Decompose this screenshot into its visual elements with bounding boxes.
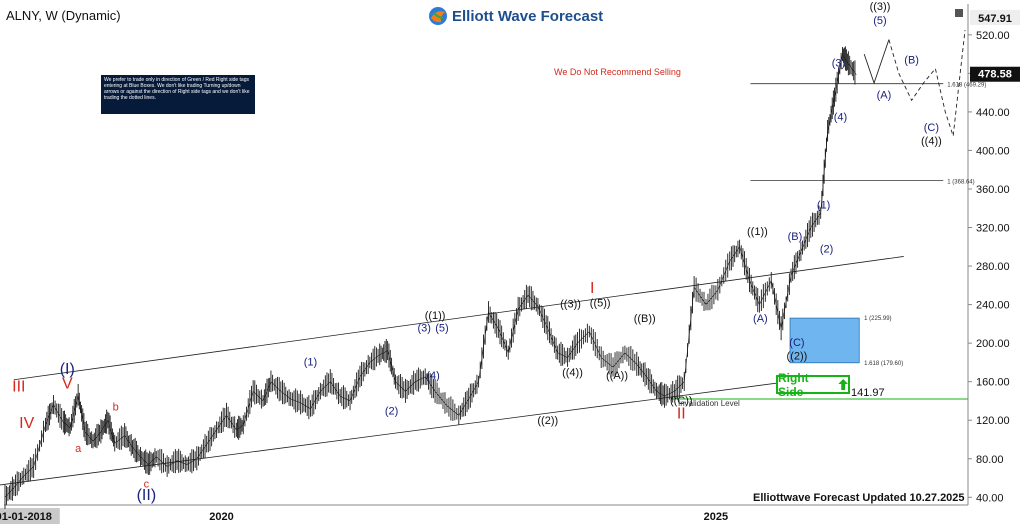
wave-label: a	[75, 443, 82, 455]
wave-label: ((4))	[562, 367, 583, 379]
right-side-label: Right Side	[778, 370, 809, 399]
wave-label: (5)	[873, 15, 886, 27]
high-price-label: 547.91	[978, 13, 1012, 25]
brand-text: Elliott Wave Forecast	[452, 7, 604, 25]
y-tick-label: 280.00	[976, 261, 1010, 273]
y-tick-label: 40.00	[976, 492, 1004, 504]
y-tick-label: 120.00	[976, 415, 1010, 427]
wave-label: (C)	[924, 122, 939, 134]
wave-label: ((3))	[870, 1, 891, 13]
wave-label: ((1))	[425, 310, 446, 322]
wave-label: (2)	[385, 405, 398, 417]
channel-upper-line	[13, 256, 904, 381]
wave-label: (I)	[60, 361, 75, 378]
wave-label: ((3))	[560, 298, 581, 310]
brand-globe-icon	[429, 7, 447, 25]
channel-lower-line	[0, 376, 825, 486]
last-price-tag	[970, 66, 1020, 82]
right-side-tag: Right Side	[776, 371, 850, 399]
wave-label: (5)	[435, 323, 448, 335]
brand-logo: Elliott Wave Forecast	[428, 6, 603, 26]
wave-label: c	[144, 479, 150, 491]
projection-path-dashed	[888, 29, 966, 137]
wave-label: (A)	[877, 89, 892, 101]
y-tick-label: 160.00	[976, 377, 1010, 389]
last-price-label: 478.58	[978, 69, 1012, 81]
window-button-icon[interactable]	[955, 9, 963, 17]
up-arrow-icon	[838, 379, 848, 390]
wave-label: ((B))	[634, 313, 656, 325]
y-tick-label: 400.00	[976, 145, 1010, 157]
wave-label: ((2))	[787, 351, 808, 363]
blue-box-bottom-label: 1.618 (179.60)	[864, 361, 903, 367]
not-recommend-label: We Do Not Recommend Selling	[554, 67, 681, 77]
blue-box-top-label: 1 (225.99)	[864, 316, 891, 322]
y-tick-label: 360.00	[976, 184, 1010, 196]
wave-label: (3)	[417, 323, 430, 335]
wave-label: (2)	[820, 244, 833, 256]
wave-label: ((5))	[590, 298, 611, 310]
wave-label: b	[113, 402, 119, 414]
wave-label: (4)	[834, 112, 847, 124]
ticker-title: ALNY, W (Dynamic)	[6, 8, 121, 23]
invalidation-value: 141.97	[851, 387, 885, 399]
wave-label: ((4))	[921, 136, 942, 148]
wave-label: V	[62, 375, 73, 392]
x-tick-label: 2020	[209, 511, 233, 523]
invalidation-label: Invalidation Level	[678, 399, 740, 408]
fib-label: 1.618 (469.29)	[947, 83, 986, 89]
blue-box	[789, 317, 860, 364]
wave-label: III	[12, 378, 25, 395]
wave-label: (B)	[788, 231, 803, 243]
y-tick-label: 440.00	[976, 107, 1010, 119]
wave-label: ((C))	[670, 395, 693, 407]
y-tick-label: 240.00	[976, 300, 1010, 312]
wave-label: I	[590, 280, 594, 297]
wave-label: II	[677, 405, 686, 422]
price-line	[4, 53, 857, 498]
projection-path	[863, 39, 890, 85]
wave-label: (B)	[904, 55, 919, 67]
wave-label: (A)	[753, 313, 768, 325]
wave-label: (1)	[304, 356, 317, 368]
y-tick-label: 320.00	[976, 223, 1010, 235]
trading-note: We prefer to trade only in direction of …	[101, 75, 255, 114]
wave-label: (4)	[426, 370, 439, 382]
x-tick-label: 2025	[704, 511, 728, 523]
x-start-highlight	[0, 508, 60, 524]
y-tick-label: 80.00	[976, 454, 1004, 466]
wave-label: ((1))	[747, 226, 768, 238]
wave-label: (II)	[137, 487, 157, 504]
wave-label: (3)	[832, 58, 845, 70]
wave-label: (C)	[789, 337, 804, 349]
y-tick-label: 200.00	[976, 338, 1010, 350]
fib-label: 1 (368.64)	[947, 180, 974, 186]
high-price-tag	[970, 9, 1020, 25]
wave-label: IV	[19, 415, 34, 432]
y-tick-label: 520.00	[976, 30, 1010, 42]
updated-label: Elliottwave Forecast Updated 10.27.2025	[753, 492, 965, 504]
x-tick-label: 01-01-2018	[0, 511, 52, 523]
wave-label: (1)	[817, 199, 830, 211]
wave-label: ((2))	[537, 415, 558, 427]
wave-label: ((A))	[606, 370, 628, 382]
